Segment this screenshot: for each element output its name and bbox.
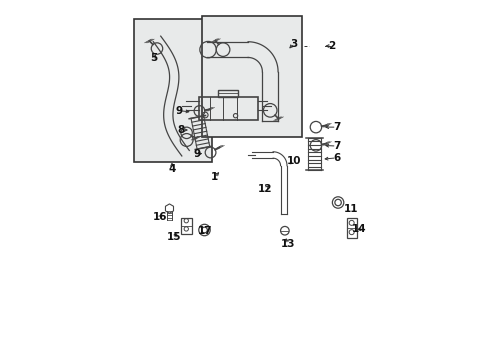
Bar [346,218,356,238]
Text: 2: 2 [328,41,335,51]
Text: 16: 16 [152,212,167,222]
Text: 12: 12 [258,184,272,194]
Text: 8: 8 [177,125,184,135]
Text: 14: 14 [351,224,366,234]
Text: 9: 9 [176,106,183,116]
Text: 11: 11 [343,203,358,213]
Bar [199,97,257,120]
Text: 6: 6 [332,153,340,163]
Text: 13: 13 [280,239,295,249]
Text: 4: 4 [168,163,175,174]
Text: 3: 3 [289,39,297,49]
Text: 1: 1 [210,172,217,183]
Bar [134,19,212,162]
Bar [218,90,238,97]
Text: 5: 5 [150,53,157,63]
Bar [180,217,192,234]
Bar [201,16,301,137]
Text: 9: 9 [193,149,200,159]
Text: 7: 7 [332,141,340,151]
Text: 17: 17 [198,226,212,237]
Text: 10: 10 [286,157,301,166]
Text: 15: 15 [166,232,181,242]
Text: 7: 7 [332,122,340,132]
